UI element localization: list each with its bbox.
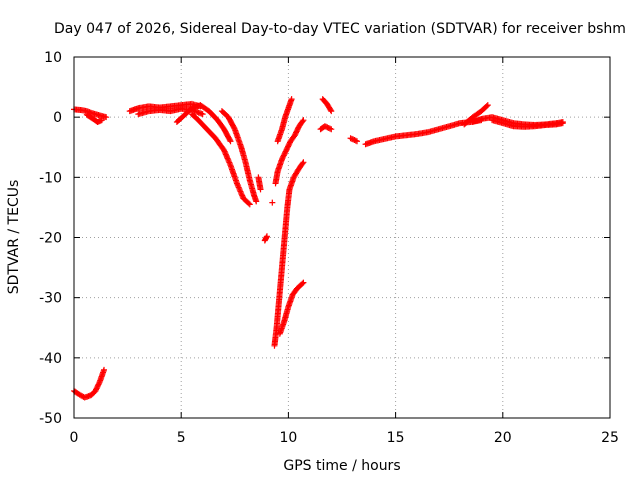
y-tick-label: -40 xyxy=(39,351,62,367)
data-point xyxy=(253,198,260,205)
series-arc-9 xyxy=(255,174,264,193)
series-arc-13 xyxy=(274,96,295,145)
series-arc-10 xyxy=(261,233,270,244)
data-point xyxy=(326,125,333,132)
data-point xyxy=(199,111,206,118)
series-arc-11 xyxy=(269,199,276,206)
y-axis-label: SDTVAR / TECUs xyxy=(6,180,22,295)
data-point xyxy=(299,160,306,167)
data-point xyxy=(484,102,491,109)
data-point xyxy=(288,96,295,103)
y-tick-label: -20 xyxy=(39,231,62,247)
series-arc-16 xyxy=(319,96,335,115)
x-tick-label: 20 xyxy=(494,430,512,446)
data-point xyxy=(299,118,306,125)
data-layer xyxy=(71,96,566,401)
y-tick-label: -10 xyxy=(39,170,62,186)
data-point xyxy=(96,380,103,387)
series-arc-8 xyxy=(218,108,260,205)
data-point xyxy=(263,233,270,240)
data-point xyxy=(300,117,307,124)
data-point xyxy=(101,366,108,373)
data-point xyxy=(269,199,276,206)
x-tick-label: 15 xyxy=(387,430,405,446)
data-point xyxy=(98,117,105,124)
data-point xyxy=(559,120,566,127)
data-point xyxy=(227,138,234,145)
y-tick-label: 0 xyxy=(53,110,62,126)
data-point xyxy=(328,108,335,115)
series-arc-7 xyxy=(188,111,253,208)
series-arc-2 xyxy=(83,111,105,125)
series-arc-18 xyxy=(347,135,361,145)
data-point xyxy=(354,138,361,145)
series-arc-3 xyxy=(71,366,108,401)
series-arc-12 xyxy=(272,117,307,187)
data-point xyxy=(328,126,335,133)
data-point xyxy=(245,200,252,207)
series-arc-6 xyxy=(173,102,234,145)
plot-frame xyxy=(73,56,611,419)
data-point xyxy=(483,103,490,110)
x-tick-label: 25 xyxy=(601,430,619,446)
x-tick-label: 5 xyxy=(177,430,186,446)
y-tick-label: 10 xyxy=(44,50,62,66)
data-point xyxy=(257,186,264,193)
data-point xyxy=(300,159,307,166)
series-arc-15 xyxy=(276,279,307,337)
data-point xyxy=(352,137,359,144)
data-point xyxy=(246,201,253,208)
series-arc-22 xyxy=(489,117,566,130)
data-point xyxy=(226,137,233,144)
x-tick-label: 10 xyxy=(279,430,297,446)
grid-layer xyxy=(74,57,610,418)
data-point xyxy=(327,106,334,113)
series-arc-20 xyxy=(461,102,491,128)
y-tick-label: -30 xyxy=(39,291,62,307)
chart-title: Day 047 of 2026, Sidereal Day-to-day VTE… xyxy=(54,21,626,37)
x-axis-label: GPS time / hours xyxy=(283,458,400,474)
data-point xyxy=(299,280,306,287)
series-arc-17 xyxy=(317,123,335,133)
tick-layer: 0 5 10 15 20 25 10 0 -10 -20 -30 -40 -50 xyxy=(39,50,619,446)
data-point xyxy=(300,279,307,286)
x-tick-label: 0 xyxy=(70,430,79,446)
data-point xyxy=(103,114,110,121)
series-arc-14 xyxy=(271,159,307,349)
y-tick-label: -50 xyxy=(39,411,62,427)
